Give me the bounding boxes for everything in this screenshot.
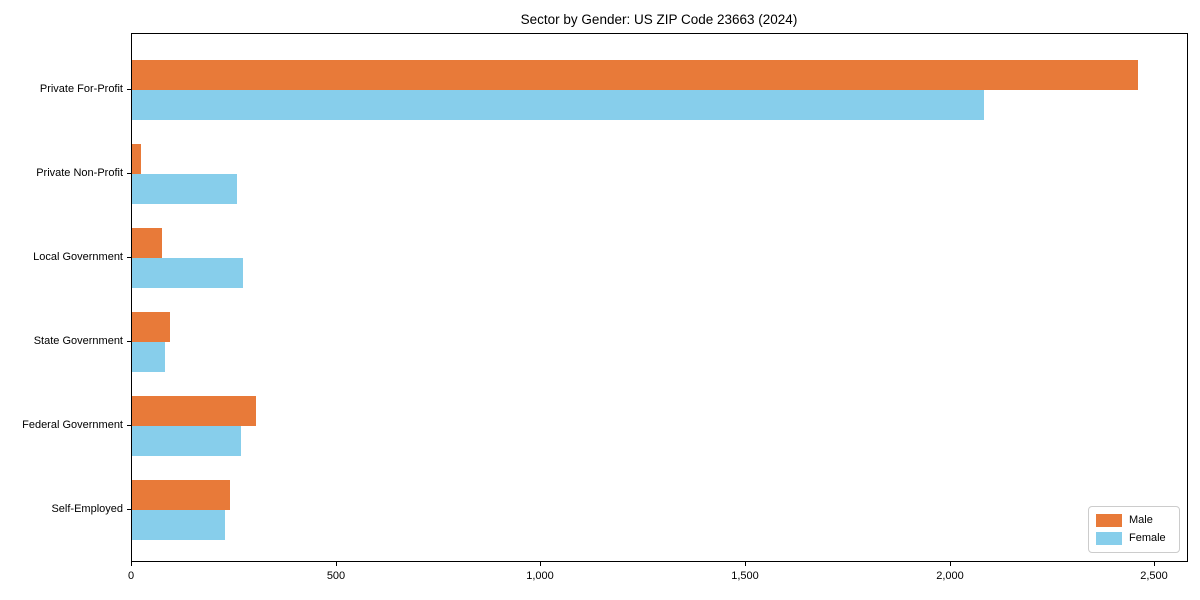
chart-title: Sector by Gender: US ZIP Code 23663 (202… <box>520 12 798 27</box>
bar-male-private-non-profit <box>132 144 141 174</box>
ytick-label-private-for-profit: Private For-Profit <box>39 83 123 95</box>
bar-male-state-government <box>132 312 170 342</box>
bar-female-self-employed <box>132 510 225 540</box>
bar-female-state-government <box>132 342 165 372</box>
xtick-label-0: 0 <box>127 570 135 582</box>
legend-label-male: Male <box>1129 514 1153 526</box>
bar-male-federal-government <box>132 396 256 426</box>
bar-female-federal-government <box>132 426 241 456</box>
bar-male-private-for-profit <box>132 60 1138 90</box>
xtick-label-1500: 1,500 <box>731 570 759 582</box>
bar-male-self-employed <box>132 480 230 510</box>
legend-item-male: Male <box>1096 514 1179 527</box>
bar-female-local-government <box>132 258 243 288</box>
bar-female-private-for-profit <box>132 90 984 120</box>
xtick-label-1000: 1,000 <box>526 570 554 582</box>
ytick-mark <box>127 173 131 174</box>
female-swatch <box>1096 532 1122 545</box>
xtick-mark <box>131 562 132 566</box>
xtick-label-2000: 2,000 <box>936 570 964 582</box>
xtick-mark <box>1154 562 1155 566</box>
ytick-mark <box>127 341 131 342</box>
ytick-label-private-non-profit: Private Non-Profit <box>36 167 123 179</box>
ytick-label-local-government: Local Government <box>33 251 123 263</box>
bar-female-private-non-profit <box>132 174 237 204</box>
ytick-mark <box>127 257 131 258</box>
ytick-mark <box>127 89 131 90</box>
ytick-mark <box>127 509 131 510</box>
ytick-label-self-employed: Self-Employed <box>51 503 123 515</box>
xtick-mark <box>336 562 337 566</box>
legend-item-female: Female <box>1096 532 1179 545</box>
xtick-mark <box>745 562 746 566</box>
ytick-label-state-government: State Government <box>33 335 123 347</box>
male-swatch <box>1096 514 1122 527</box>
legend-label-female: Female <box>1129 532 1166 544</box>
plot-area <box>131 33 1188 562</box>
xtick-mark <box>540 562 541 566</box>
legend: Male Female <box>1088 506 1180 553</box>
bar-male-local-government <box>132 228 162 258</box>
xtick-label-2500: 2,500 <box>1140 570 1168 582</box>
xtick-label-500: 500 <box>326 570 346 582</box>
ytick-mark <box>127 425 131 426</box>
xtick-mark <box>950 562 951 566</box>
ytick-label-federal-government: Federal Government <box>22 419 123 431</box>
